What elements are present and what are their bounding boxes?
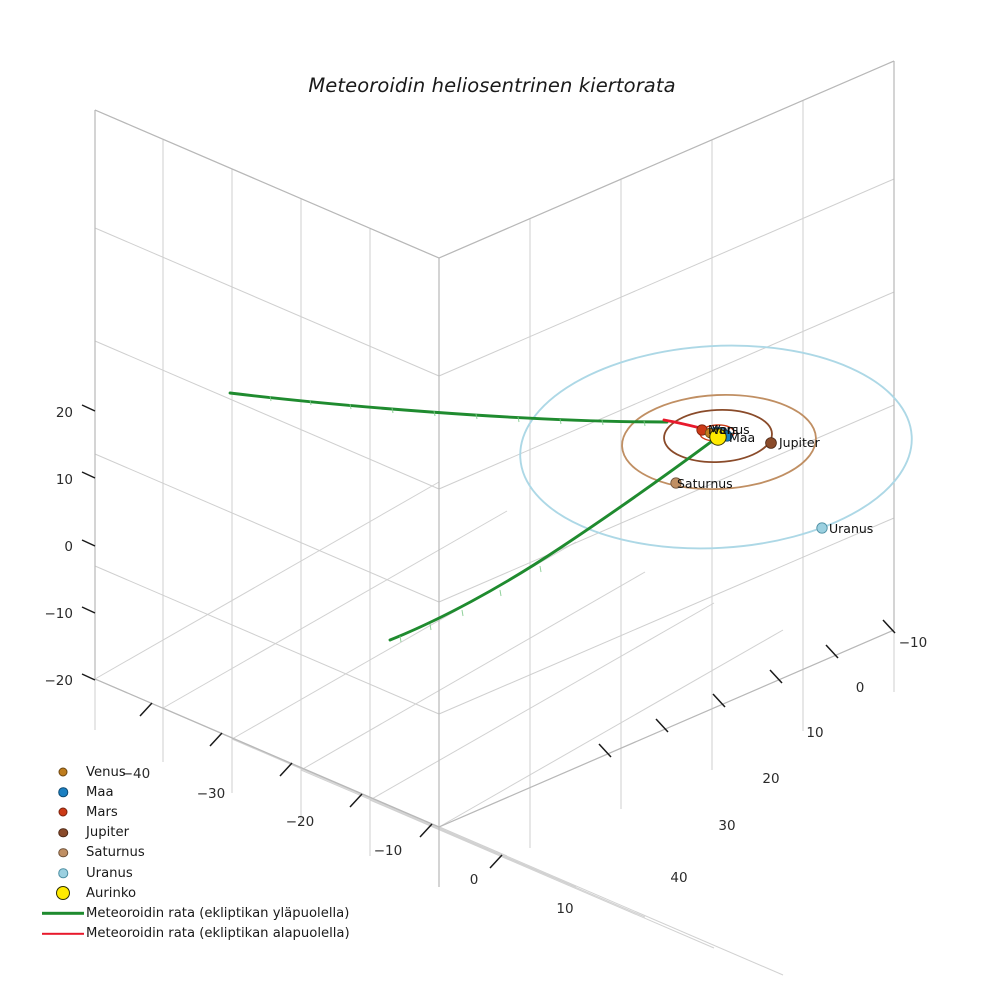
y-axis-ticks bbox=[598, 619, 896, 758]
orbit-uranus bbox=[519, 344, 913, 550]
y-tick-label: 40 bbox=[670, 870, 687, 886]
z-tick-label: −10 bbox=[45, 606, 74, 622]
y-axis-spine bbox=[438, 629, 895, 828]
z-axis-tick-labels: 20 10 0 −10 −20 bbox=[45, 405, 74, 689]
legend-label: Maa bbox=[86, 784, 114, 800]
legend-label: Meteoroidin rata (ekliptikan yläpuolella… bbox=[86, 905, 350, 921]
z-tick-label: 0 bbox=[64, 539, 73, 555]
legend-item-uranus: Uranus bbox=[40, 863, 370, 883]
legend-marker-red-line-icon bbox=[40, 924, 86, 944]
legend-marker-uranus-icon bbox=[40, 863, 86, 883]
legend-item-venus: Venus bbox=[40, 762, 370, 782]
x-tick-label: 10 bbox=[556, 901, 573, 917]
x-axis-ticks bbox=[139, 702, 503, 869]
z-tick-label: 10 bbox=[56, 472, 73, 488]
label-jupiter: Jupiter bbox=[778, 435, 821, 450]
label-mars: Mars bbox=[708, 422, 738, 437]
legend-label: Jupiter bbox=[86, 825, 129, 841]
page-title: Meteoroidin heliosentrinen kiertorata bbox=[308, 74, 676, 97]
legend-marker-jupiter-icon bbox=[40, 823, 86, 843]
x-tick-label: −10 bbox=[374, 843, 403, 859]
z-tick-label: −20 bbox=[45, 673, 74, 689]
legend: Venus Maa Mars Jupiter Saturnus bbox=[40, 762, 370, 944]
meteoroid-track-above-ecliptic bbox=[228, 391, 721, 643]
legend-item-maa: Maa bbox=[40, 782, 370, 802]
legend-label: Saturnus bbox=[86, 845, 145, 861]
label-venus: Venus bbox=[712, 422, 750, 437]
legend-marker-venus-icon bbox=[40, 762, 86, 782]
label-uranus: Uranus bbox=[829, 521, 873, 536]
marker-saturnus bbox=[670, 477, 682, 489]
orbit-jupiter bbox=[663, 409, 773, 463]
legend-marker-maa-icon bbox=[40, 782, 86, 802]
legend-marker-mars-icon bbox=[40, 802, 86, 822]
z-axis-ticks bbox=[81, 404, 96, 681]
legend-label: Meteoroidin rata (ekliptikan alapuolella… bbox=[86, 926, 350, 942]
y-tick-label: −10 bbox=[899, 635, 928, 651]
marker-aurinko bbox=[709, 428, 727, 446]
y-tick-label: 10 bbox=[806, 725, 823, 741]
legend-item-saturnus: Saturnus bbox=[40, 843, 370, 863]
y-tick-label: 30 bbox=[718, 818, 735, 834]
x-tick-label: −20 bbox=[286, 814, 315, 830]
legend-marker-saturnus-icon bbox=[40, 843, 86, 863]
legend-item-track-below: Meteoroidin rata (ekliptikan alapuolella… bbox=[40, 924, 370, 944]
y-axis-tick-labels: −10 0 10 20 30 40 bbox=[670, 635, 927, 886]
orbit-saturnus bbox=[621, 393, 817, 491]
body-labels: Mars Venus Maa Jupiter Saturnus Uranus bbox=[677, 422, 873, 536]
legend-label: Mars bbox=[86, 804, 118, 820]
legend-marker-green-line-icon bbox=[40, 903, 86, 923]
legend-label: Uranus bbox=[86, 865, 133, 881]
y-tick-label: 0 bbox=[856, 680, 865, 696]
legend-label: Aurinko bbox=[86, 885, 137, 901]
x-axis-tick-labels: −40 −30 −20 −10 0 10 bbox=[122, 766, 574, 917]
x-tick-label: −40 bbox=[122, 766, 151, 782]
marker-jupiter bbox=[765, 437, 777, 449]
legend-item-jupiter: Jupiter bbox=[40, 823, 370, 843]
legend-item-track-above: Meteoroidin rata (ekliptikan yläpuolella… bbox=[40, 903, 370, 923]
label-saturnus: Saturnus bbox=[677, 476, 733, 491]
marker-uranus bbox=[816, 522, 828, 534]
legend-marker-aurinko-icon bbox=[40, 883, 86, 903]
label-maa: Maa bbox=[729, 430, 755, 445]
y-tick-label: 20 bbox=[762, 771, 779, 787]
z-tick-label: 20 bbox=[56, 405, 73, 421]
legend-label: Venus bbox=[86, 764, 126, 780]
x-tick-label: 0 bbox=[470, 872, 479, 888]
legend-item-mars: Mars bbox=[40, 802, 370, 822]
legend-item-aurinko: Aurinko bbox=[40, 883, 370, 903]
body-markers bbox=[670, 424, 828, 534]
x-tick-label: −30 bbox=[197, 786, 226, 802]
